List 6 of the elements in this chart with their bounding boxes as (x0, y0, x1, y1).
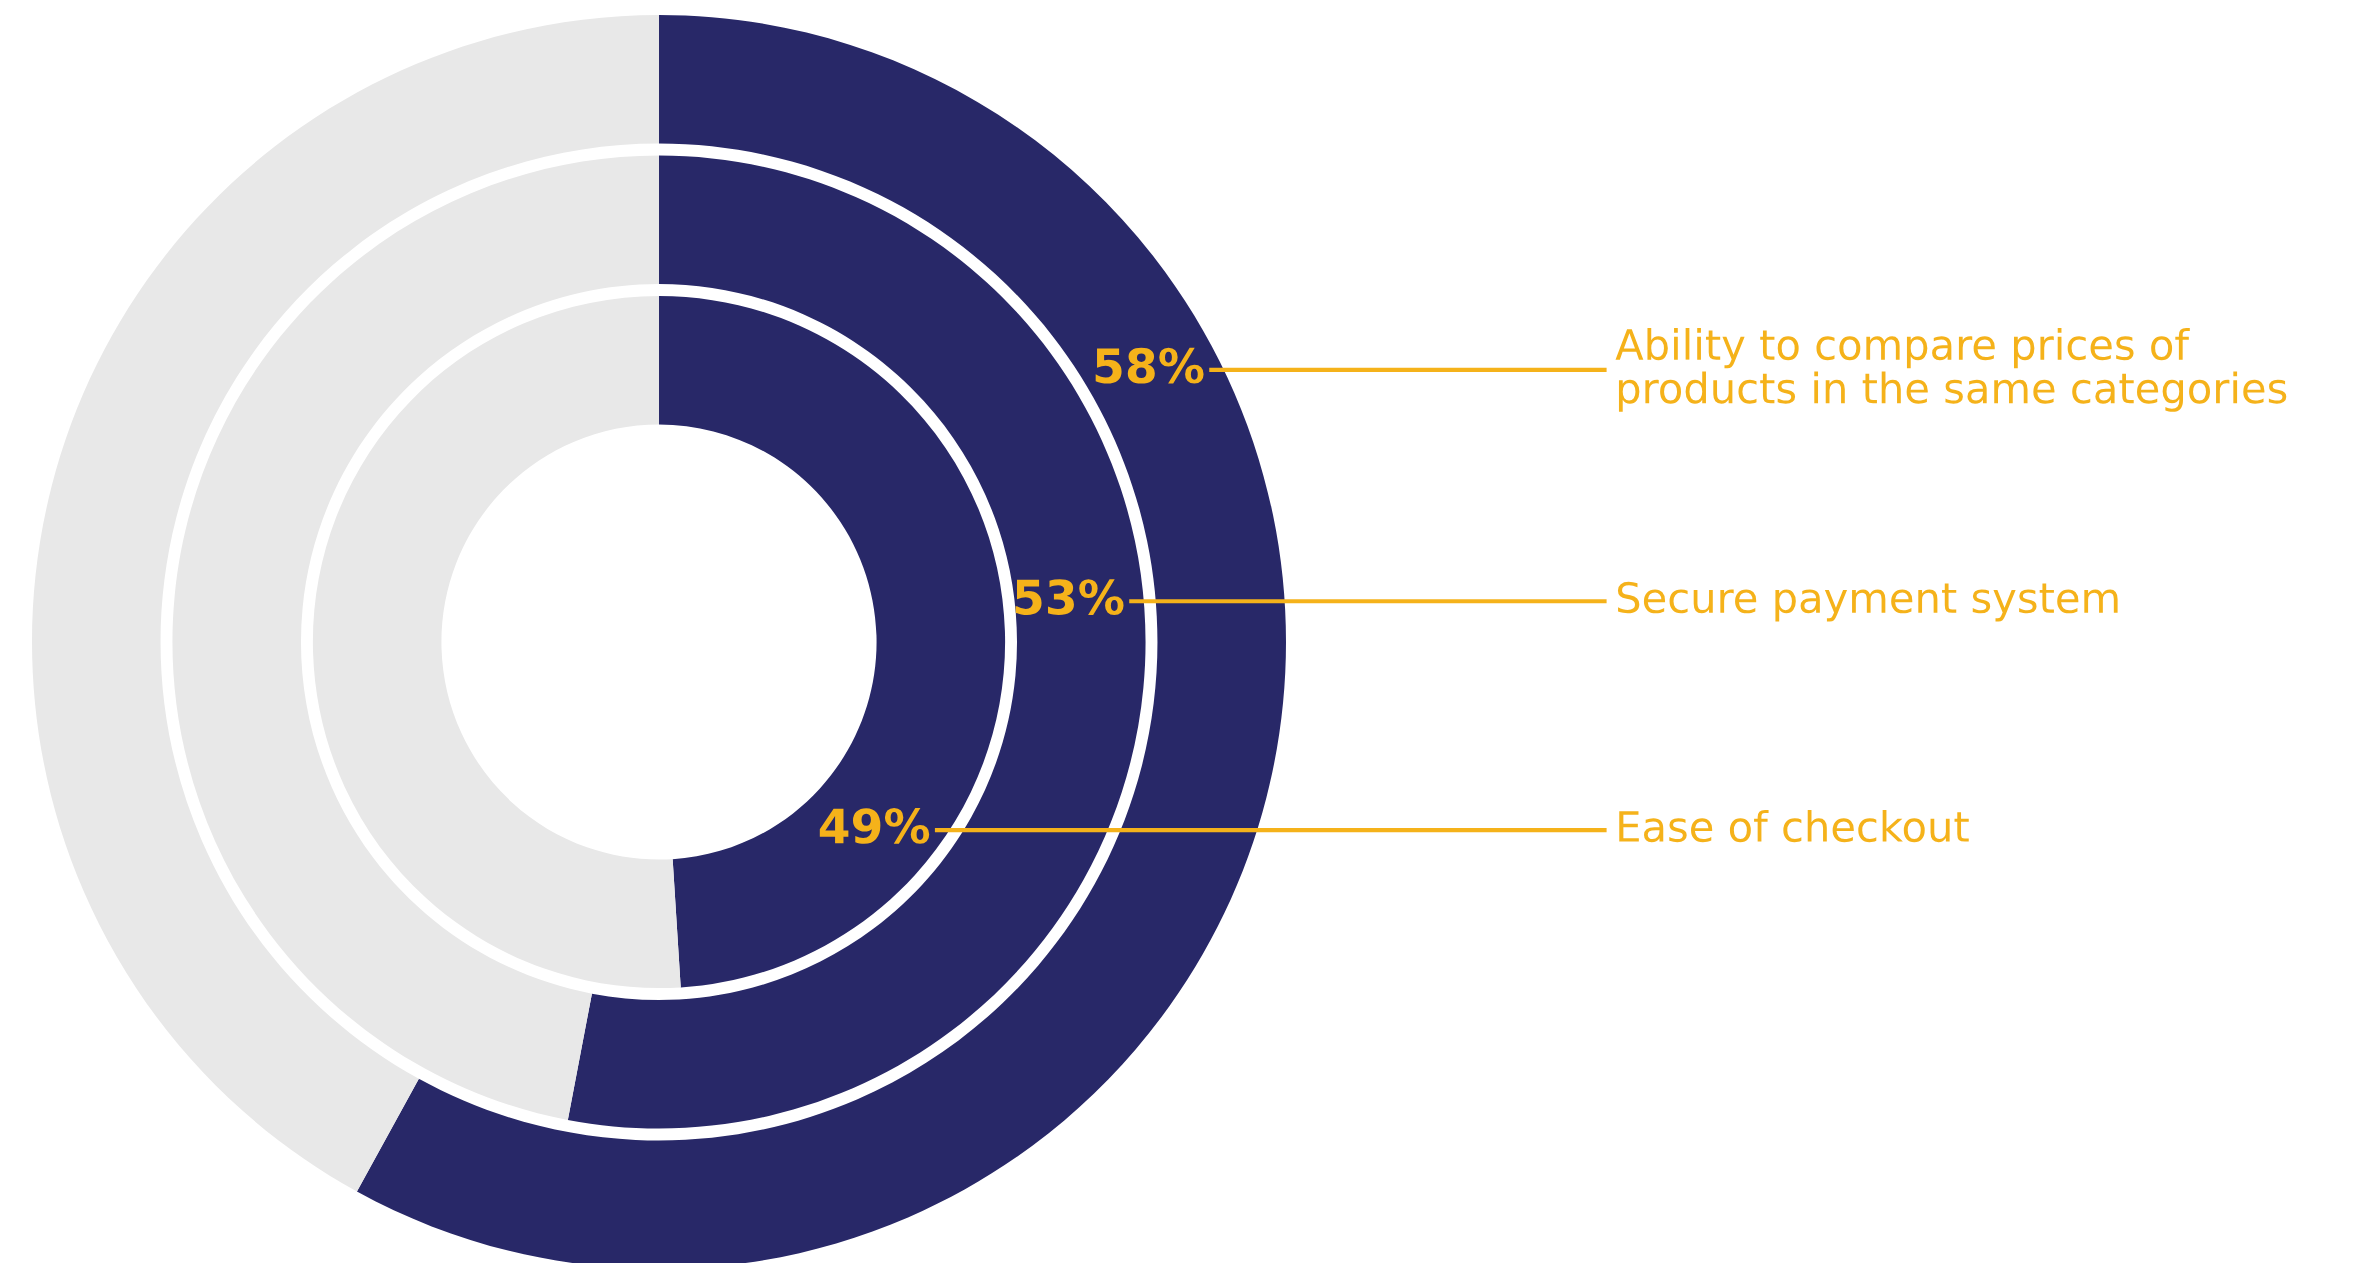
data-label: 58% (1095, 347, 1204, 384)
slice-label: Secure payment system (1617, 581, 2118, 622)
data-label: 49% (819, 808, 930, 844)
data-label: 53% (1015, 579, 1124, 615)
slice-label: Ease of checkout (1619, 809, 1969, 843)
slice-label: Ability to compare prices of products in the same categories (1615, 327, 2287, 412)
